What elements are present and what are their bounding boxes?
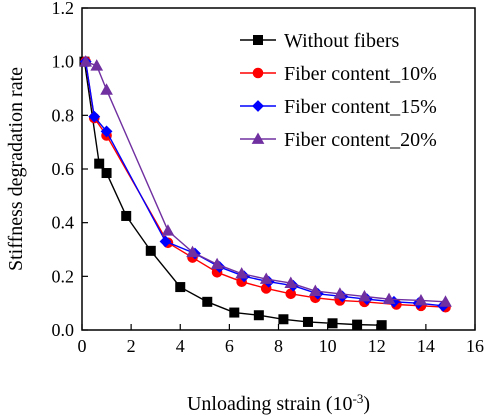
data-point [358, 289, 371, 302]
legend-entry-1: Fiber content_10% [240, 63, 437, 85]
data-point [145, 245, 156, 256]
data-point [210, 257, 224, 270]
legend-entry-0: Without fibers [240, 30, 400, 52]
data-point [229, 307, 240, 318]
legend-marker [252, 100, 264, 112]
x-tick-label: 12 [368, 336, 386, 356]
y-tick-label: 1.2 [52, 0, 75, 18]
x-tick-label: 10 [319, 336, 337, 356]
data-point [259, 272, 273, 284]
data-point [121, 210, 132, 221]
data-point [90, 59, 104, 71]
y-tick-label: 1.0 [52, 52, 75, 72]
x-tick-label: 14 [417, 336, 435, 356]
data-point [439, 295, 452, 307]
legend-entry-2: Fiber content_15% [240, 96, 437, 118]
y-tick-label: 0.2 [52, 266, 75, 286]
x-tick-label: 16 [466, 336, 484, 356]
y-axis-title: Stiffness degradation rate [5, 67, 27, 271]
legend-label: Without fibers [284, 30, 400, 52]
x-tick-label: 2 [127, 336, 136, 356]
axis-ticks: 0 2 4 6 8 10 12 14 16 0.0 0.2 0.4 0.6 0.8 1.0 1.2 [52, 0, 484, 356]
legend-marker [251, 132, 265, 144]
series-layer [79, 55, 452, 331]
y-tick-label: 0.4 [52, 213, 75, 233]
data-point [159, 235, 172, 248]
data-point [94, 158, 105, 169]
data-point [79, 55, 93, 67]
data-point [88, 110, 101, 123]
legend-marker [252, 67, 264, 79]
x-axis-title-main: Unloading strain (10 [187, 393, 353, 415]
legend-entry-3: Fiber content_20% [240, 129, 437, 151]
y-tick-label: 0.6 [52, 159, 75, 179]
legend-label: Fiber content_15% [284, 96, 437, 118]
y-tick-label: 0.8 [52, 105, 75, 125]
data-point [186, 245, 199, 258]
data-point [100, 125, 113, 138]
y-tick-label: 0.0 [52, 320, 75, 340]
data-point [308, 284, 322, 296]
x-tick-label: 6 [225, 336, 234, 356]
data-point [101, 168, 112, 179]
data-point [161, 224, 175, 236]
legend-label: Fiber content_10% [284, 63, 437, 85]
data-point [284, 276, 298, 288]
data-point [235, 267, 249, 279]
data-point [352, 319, 363, 330]
x-axis-title-end: ) [363, 393, 370, 415]
legend: Without fibers Fiber content_10% Fiber con… [240, 30, 437, 151]
data-point [175, 282, 186, 293]
data-point [414, 293, 428, 306]
x-tick-label: 8 [274, 336, 283, 356]
data-point [253, 310, 264, 321]
data-point [327, 318, 338, 329]
series-2 [79, 55, 449, 312]
legend-label: Fiber content_20% [284, 129, 437, 151]
x-tick-label: 4 [176, 336, 185, 356]
data-point [333, 287, 347, 299]
x-axis-title: Unloading strain (10-3) [187, 391, 370, 416]
legend-marker [253, 35, 263, 45]
data-point [382, 292, 396, 305]
x-tick-label: 0 [78, 336, 87, 356]
data-point [100, 83, 113, 95]
x-axis-title-sup: -3 [353, 391, 364, 406]
data-point [302, 316, 313, 327]
data-point [278, 314, 289, 325]
data-point [202, 296, 213, 307]
data-point [376, 320, 387, 331]
series-3 [79, 55, 452, 307]
